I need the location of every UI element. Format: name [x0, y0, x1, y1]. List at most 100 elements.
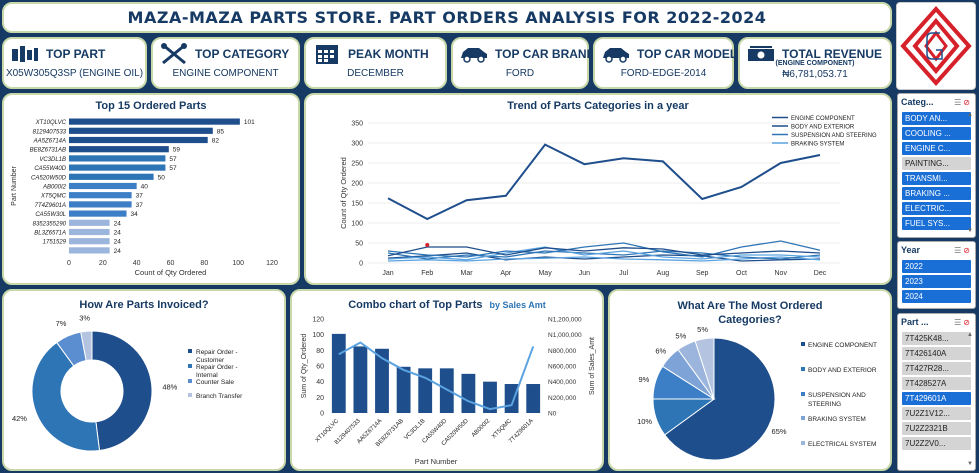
data-label: 40 [141, 184, 149, 191]
legend-label: Repair Order - [196, 364, 238, 371]
slicer-item[interactable]: BRAKING ... [902, 187, 971, 200]
slicer-item[interactable]: TRANSMI... [902, 172, 971, 185]
data-label: 10% [637, 417, 652, 426]
chart-title: How Are Parts Invoiced? [79, 299, 209, 311]
legend-label: ENGINE COMPONENT [791, 116, 855, 122]
bar [504, 384, 519, 413]
slicer-item[interactable]: 7U2Z1V12... [902, 407, 971, 420]
y-tick-label: CA55W30L [35, 212, 66, 218]
scroll-down-icon[interactable]: ▼ [967, 228, 973, 234]
y-tick-label: 80 [316, 348, 324, 355]
slicer-item[interactable]: BODY AN... [902, 112, 971, 125]
data-label: 37 [136, 193, 144, 200]
multi-select-icon[interactable]: ☰ [954, 97, 964, 107]
y-tick-label: 1751529 [43, 240, 67, 246]
bar [69, 201, 132, 208]
clear-filter-icon[interactable]: ⊘ [963, 317, 972, 327]
y-tick-label: 0 [320, 411, 324, 418]
combo-title: Combo chart of Top Parts [348, 299, 483, 311]
y-tick-label: 7T4Z9601A [35, 203, 66, 209]
slicer-item[interactable]: 7U2Z2V0... [902, 437, 971, 450]
data-label: 24 [114, 248, 122, 255]
chart-title: Trend of Parts Categories in a year [507, 100, 689, 112]
bar [483, 381, 497, 413]
data-label: 24 [114, 239, 122, 246]
slicer-item[interactable]: 7T429601A [902, 392, 971, 405]
legend-label: BODY AND EXTERIOR [808, 367, 877, 374]
clear-filter-icon[interactable]: ⊘ [963, 245, 972, 255]
series-line [387, 250, 821, 260]
x-tick-label: Dec [814, 270, 827, 277]
car-part-icon [12, 46, 38, 62]
bar [69, 182, 137, 190]
pie-slice [663, 337, 776, 461]
series-line [387, 246, 821, 261]
kpi-value: ENGINE COMPONENT [172, 68, 279, 79]
scroll-down-icon[interactable]: ▼ [967, 461, 973, 467]
slicer-items: 7T425K48... 7T426140A 7T427R28... 7T428527A… [898, 332, 975, 450]
x-tick-label: Aug [657, 270, 670, 277]
x-tick-label: Apr [500, 270, 512, 277]
legend-label: BRAKING SYSTEM [791, 142, 844, 148]
kpi-value: FORD-EDGE-2014 [620, 68, 707, 79]
scroll-up-icon[interactable]: ▲ [967, 112, 973, 118]
y-tick-label: AB000I2 [42, 185, 67, 191]
combo-chart: 0 20 40 60 80 100 120 N0 N200,000 N400,000 N600,00… [301, 317, 596, 467]
multi-select-icon[interactable]: ☰ [954, 317, 964, 327]
series-line [387, 256, 821, 262]
legend-swatch [801, 342, 805, 346]
multi-select-icon[interactable]: ☰ [954, 245, 964, 255]
slicer-item[interactable]: 7T425K48... [902, 332, 971, 345]
slicer-item[interactable]: FUEL SYS... [902, 217, 971, 230]
x-tick-label: XT5QMC [491, 418, 513, 440]
scroll-up-icon[interactable]: ▲ [967, 332, 973, 338]
logo-mark [900, 5, 972, 87]
clear-filter-icon[interactable]: ⊘ [963, 97, 972, 107]
bar [69, 127, 213, 134]
kpi-value: ₦6,781,053.71 [782, 69, 848, 80]
legend-swatch [801, 416, 805, 420]
bar [69, 210, 127, 217]
donut-slice [80, 330, 93, 362]
invoice-panel: How Are Parts Invoiced? 48% 42% 7% 3% Repair… [2, 289, 286, 471]
slicer-item[interactable]: ELECTRIC... [902, 202, 971, 215]
data-label: 59 [173, 147, 181, 154]
data-label: 5% [697, 325, 708, 334]
bar [69, 173, 154, 180]
bar [461, 373, 476, 413]
y-tick-label: XT5QMC [40, 194, 67, 200]
slicer-item[interactable]: 2022 [902, 260, 971, 273]
sales-line [338, 341, 535, 411]
data-point-marker [425, 243, 430, 247]
slicer-item[interactable]: COOLING ... [902, 127, 971, 140]
slicer-item[interactable]: 7T428527A [902, 377, 971, 390]
bar [69, 136, 208, 144]
y-tick-label: 0 [359, 261, 363, 268]
data-label: 34 [131, 211, 139, 218]
data-label: 82 [212, 138, 220, 145]
slicer-item[interactable]: 7T426140A [902, 347, 971, 360]
y-tick-label: 40 [316, 379, 324, 386]
legend-label: SUSPENSION AND STEERING [791, 133, 877, 139]
calendar-icon [316, 45, 338, 64]
x-axis-label: Part Number [415, 457, 458, 466]
y-tick-label: CA55W40D [34, 166, 66, 172]
legend-label: BRAKING SYSTEM [808, 416, 866, 423]
x-tick-label: Mar [461, 270, 474, 277]
slicer-item[interactable]: 2023 [902, 275, 971, 288]
kpi-title: TOP PART [46, 47, 106, 61]
x-tick-label: AB000I2 [471, 418, 492, 439]
y-tick-label: 150 [351, 201, 363, 208]
y-tick-label: 120 [312, 317, 324, 324]
chart-title: What Are The Most Ordered Categories? [677, 300, 823, 326]
series-line [387, 246, 821, 257]
slicer-item[interactable]: 7U2Z2321B [902, 422, 971, 435]
slicer-item[interactable]: PAINTING... [902, 157, 971, 170]
y-tick-label: 100 [351, 221, 363, 228]
slicer-item[interactable]: 2024 [902, 290, 971, 303]
slicer-item[interactable]: ENGINE C... [902, 142, 971, 155]
data-label: 7% [56, 319, 67, 328]
y2-tick-label: N600,000 [548, 364, 577, 371]
slicer-title: Categ... [901, 97, 934, 107]
slicer-item[interactable]: 7T427R28... [902, 362, 971, 375]
